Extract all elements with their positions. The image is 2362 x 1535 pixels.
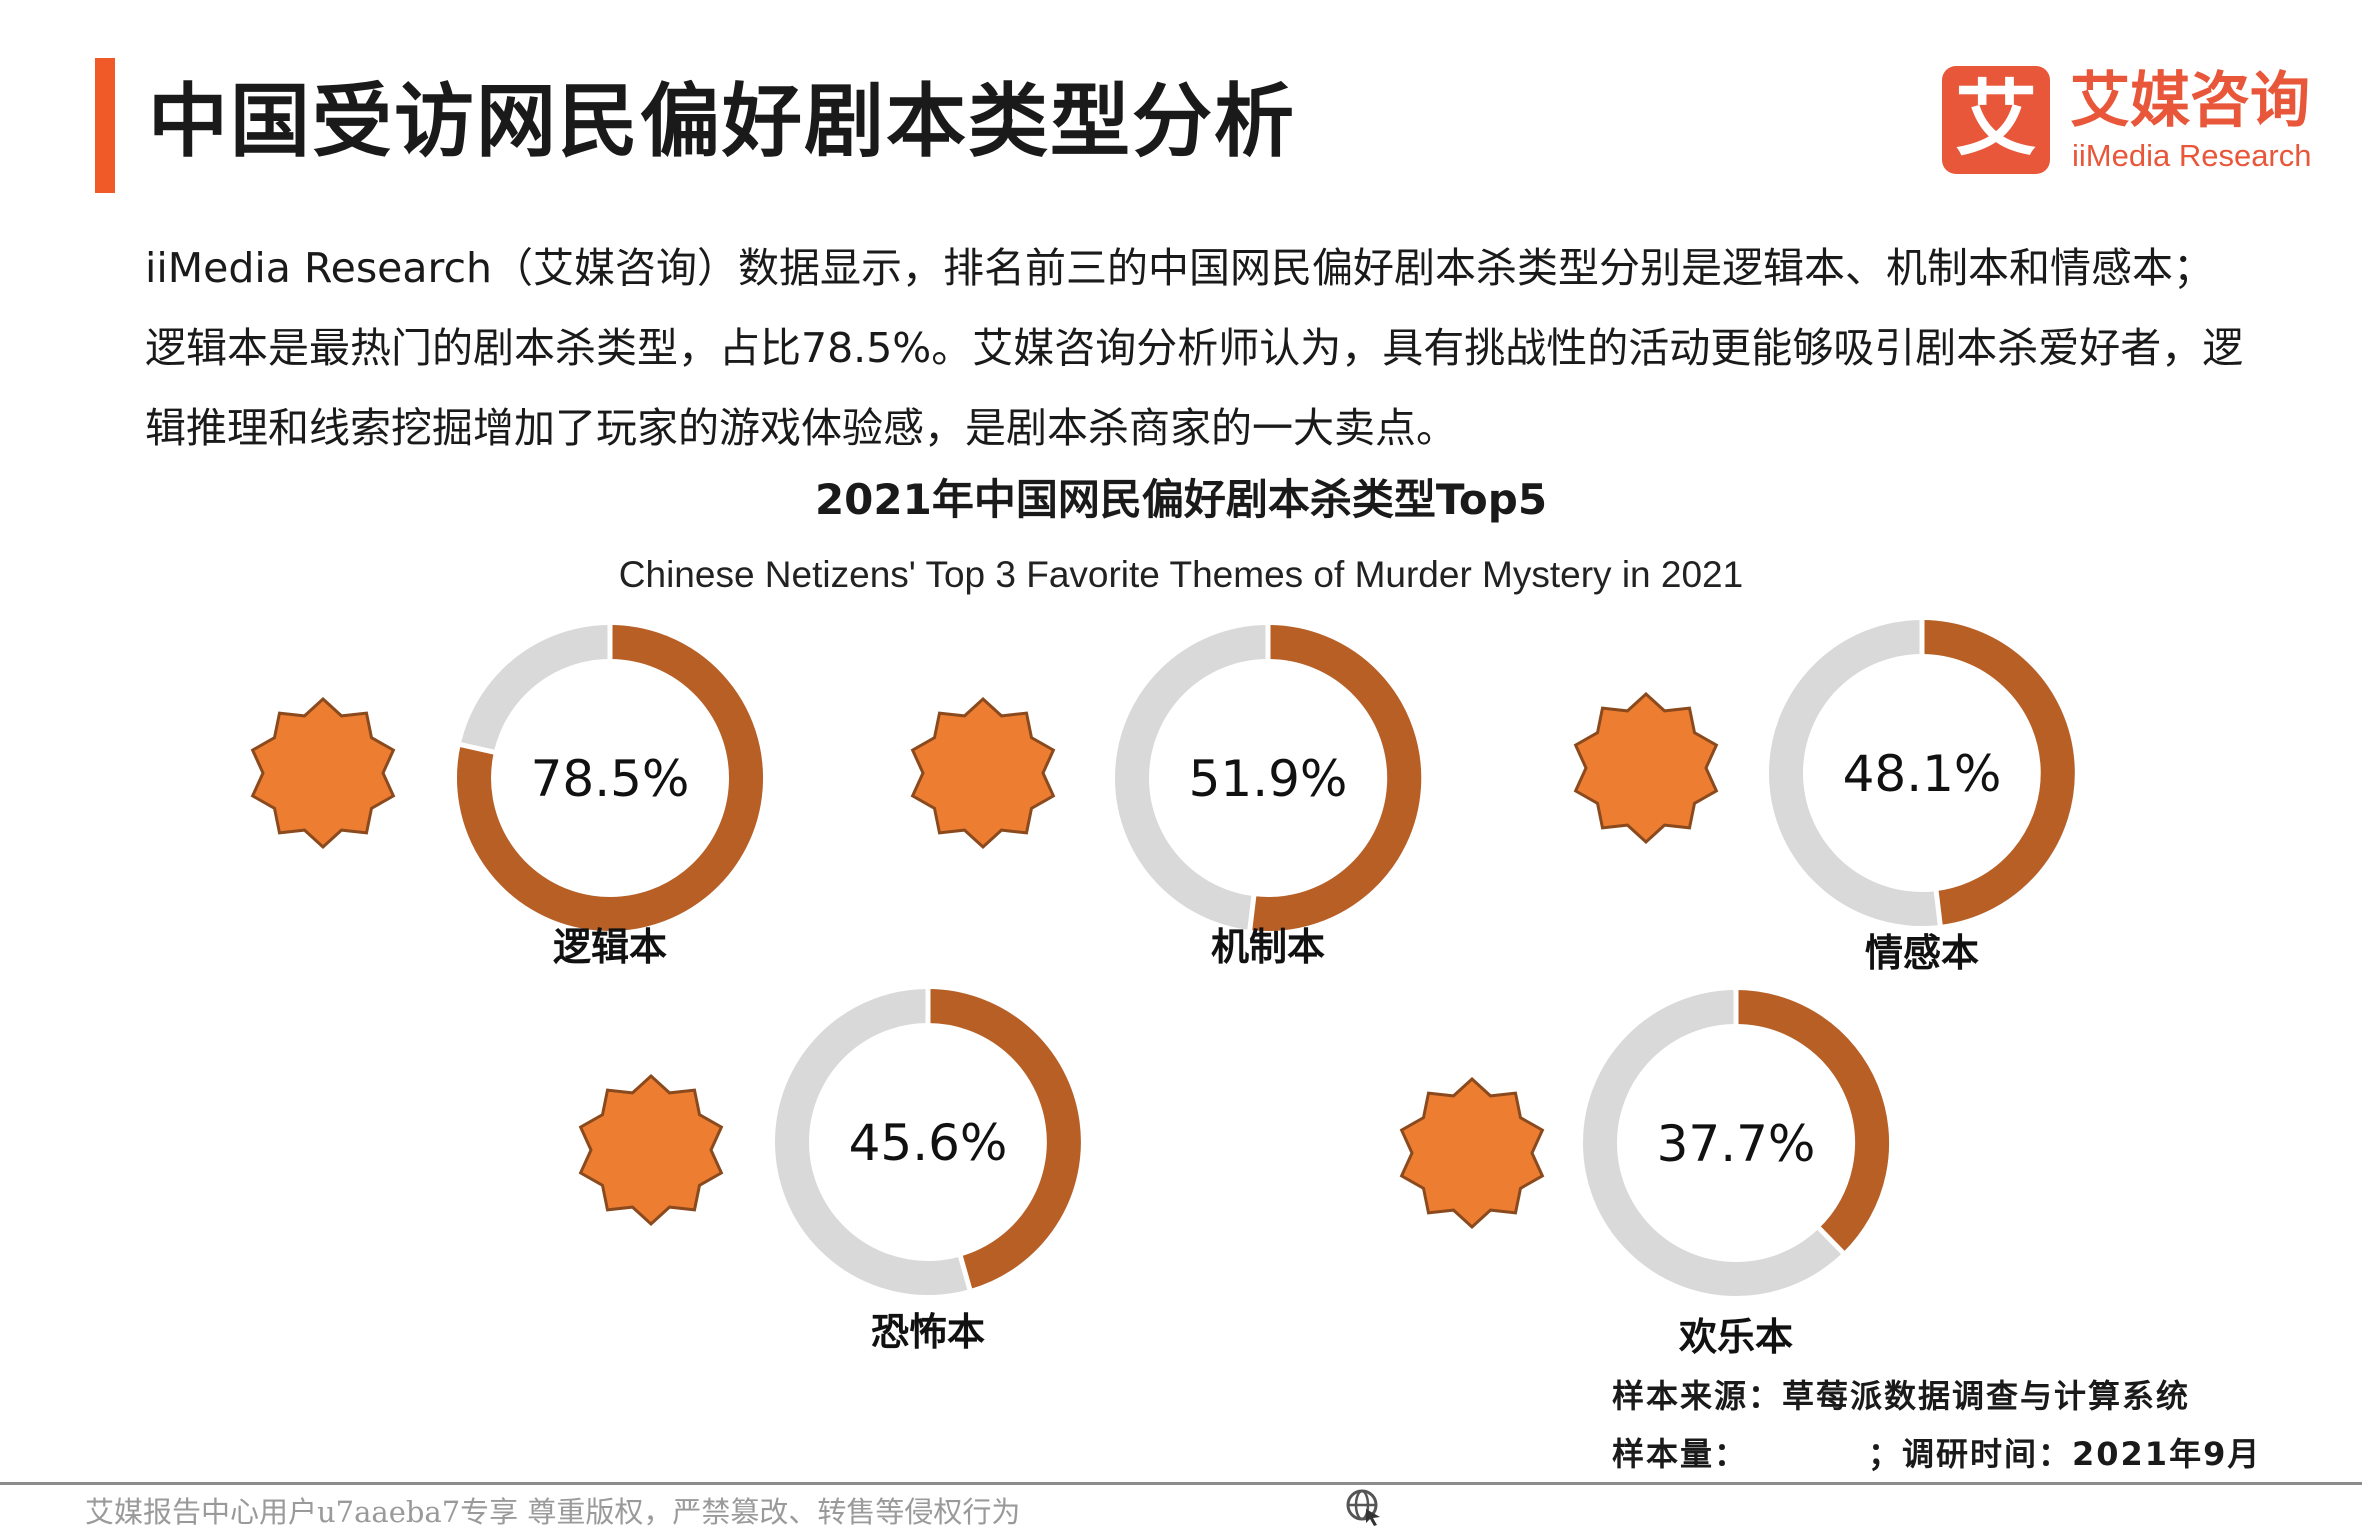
- donut-separator: [1816, 1225, 1846, 1255]
- donut-value-arc: [1249, 624, 1422, 931]
- data-label: 48.1%: [1843, 745, 2002, 803]
- donut-value-arc: [457, 625, 763, 931]
- badge-star-icon: [1399, 1076, 1545, 1230]
- logo-english-name: iiMedia Research: [2072, 138, 2312, 173]
- sample-size-and-date: 样本量： ；调研时间：2021年9月: [1612, 1435, 2262, 1473]
- category-label: 欢乐本: [1678, 1315, 1793, 1359]
- donut-value-arc: [1735, 990, 1890, 1253]
- badge-star-icon: [910, 696, 1056, 850]
- data-label: 51.9%: [1189, 750, 1348, 808]
- chart-title: 2021年中国网民偏好剧本杀类型Top5: [814, 475, 1548, 524]
- category-label: 情感本: [1865, 931, 1979, 975]
- logo-chinese-name: 艾媒咨询: [2070, 66, 2310, 136]
- badge-star-icon: [578, 1073, 724, 1227]
- category-label: 恐怖本: [871, 1310, 985, 1354]
- donut-value-arc: [927, 989, 1081, 1290]
- chart-subtitle: Chinese Netizens' Top 3 Favorite Themes …: [618, 554, 1744, 595]
- intro-paragraph: iiMedia Research（艾媒咨询）数据显示，排名前三的中国网民偏好剧本…: [145, 244, 2244, 452]
- data-label: 45.6%: [849, 1114, 1008, 1172]
- badge-star-icon: [1573, 691, 1719, 845]
- data-label: 78.5%: [531, 750, 690, 808]
- donut-chart-grid: 78.5% 逻辑本 51.9% 机制本 48.1% 情感本 45.6% 恐怖本 37.7% 欢乐本: [250, 619, 2075, 1359]
- globe-cursor-icon: [1346, 1489, 1380, 1526]
- iimedia-logo: 艾 艾媒咨询 iiMedia Research: [1942, 62, 2322, 182]
- logo-mark: 艾: [1942, 66, 2050, 174]
- sample-source: 样本来源：草莓派数据调查与计算系统: [1612, 1377, 2191, 1415]
- page-title: 中国受访网民偏好剧本类型分析: [148, 75, 1296, 168]
- category-label: 逻辑本: [553, 925, 667, 969]
- category-label: 机制本: [1211, 925, 1325, 969]
- donut-value-arc: [1921, 620, 2075, 925]
- data-label: 37.7%: [1657, 1115, 1816, 1173]
- title-accent-bar: [95, 58, 115, 193]
- badge-star-icon: [250, 696, 396, 850]
- donut-separator: [1933, 889, 1943, 927]
- donut-separator: [459, 741, 496, 755]
- donut-separator: [957, 1254, 973, 1291]
- donut-separator: [1247, 894, 1257, 932]
- footer-divider: [0, 1482, 2362, 1485]
- copyright-watermark: 艾媒报告中心用户u7aaeba7专享 尊重版权，严禁篡改、转售等侵权行为: [85, 1495, 1021, 1529]
